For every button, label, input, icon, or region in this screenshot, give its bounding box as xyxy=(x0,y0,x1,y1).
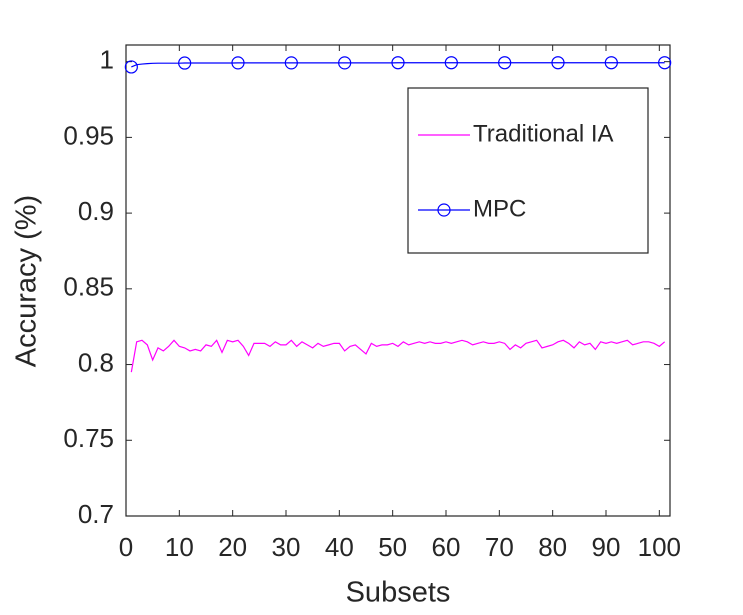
marker xyxy=(658,56,672,70)
legend-label: MPC xyxy=(473,195,526,222)
legend-box xyxy=(407,87,649,254)
series-line xyxy=(130,339,666,373)
x-tick-label: 10 xyxy=(165,532,194,562)
x-tick-label: 40 xyxy=(325,532,354,562)
y-axis-label: Accuracy (%) xyxy=(11,195,43,367)
y-tick-label: 1 xyxy=(100,45,114,75)
marker xyxy=(498,56,512,70)
x-tick-label: 0 xyxy=(119,532,133,562)
legend-marker xyxy=(437,203,451,217)
x-tick-label: 80 xyxy=(538,532,567,562)
marker xyxy=(178,56,192,70)
x-tick-label: 20 xyxy=(218,532,247,562)
y-tick-label: 0.7 xyxy=(78,499,114,529)
y-tick-label: 0.8 xyxy=(78,347,114,377)
marker xyxy=(124,60,138,74)
x-tick-label: 50 xyxy=(378,532,407,562)
marker xyxy=(231,56,245,70)
marker xyxy=(338,56,352,70)
y-tick-label: 0.95 xyxy=(63,120,114,150)
axes-box xyxy=(125,44,671,517)
x-tick-label: 30 xyxy=(272,532,301,562)
marker xyxy=(284,56,298,70)
marker xyxy=(391,56,405,70)
x-tick-label: 100 xyxy=(638,532,681,562)
x-tick-label: 90 xyxy=(592,532,621,562)
series-line xyxy=(131,62,665,68)
y-tick-label: 0.9 xyxy=(78,196,114,226)
y-tick-label: 0.85 xyxy=(63,272,114,302)
marker xyxy=(604,56,618,70)
marker xyxy=(551,56,565,70)
legend-label: Traditional IA xyxy=(473,120,614,147)
x-tick-label: 60 xyxy=(432,532,461,562)
y-tick-label: 0.75 xyxy=(63,423,114,453)
x-axis-label: Subsets xyxy=(346,577,451,609)
marker xyxy=(444,56,458,70)
x-tick-label: 70 xyxy=(485,532,514,562)
